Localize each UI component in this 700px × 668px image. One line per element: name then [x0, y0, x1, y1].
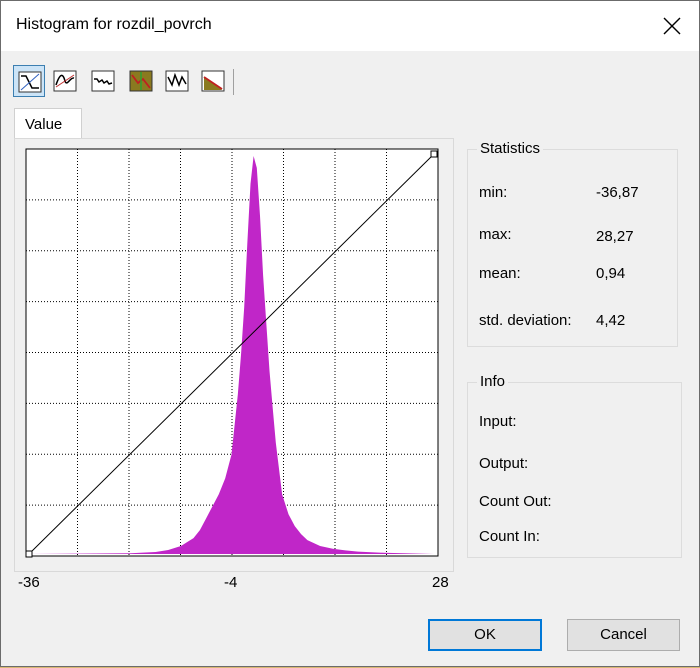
- smooth-curve-icon: [53, 70, 77, 92]
- step-curve-button[interactable]: [87, 65, 119, 97]
- window-title: Histogram for rozdil_povrch: [16, 16, 212, 33]
- histogram-area: [29, 156, 434, 554]
- x-tick-label: 28: [432, 574, 449, 591]
- info-count-out-label: Count Out:: [479, 493, 552, 510]
- stat-label: std. deviation:: [479, 312, 572, 329]
- statistics-title: Statistics: [477, 140, 544, 157]
- color-fill-curve-icon: [129, 70, 153, 92]
- linear-stretch-button[interactable]: [13, 65, 45, 97]
- x-tick-label: -36: [18, 574, 40, 591]
- statistics-group: Statistics min: -36,87 max: 28,27 mean: …: [467, 140, 678, 347]
- stat-min-value: -36,87: [596, 184, 639, 201]
- toolbar-separator: [233, 69, 234, 95]
- transfer-handle-start[interactable]: [25, 550, 33, 558]
- ok-button[interactable]: OK: [428, 619, 542, 651]
- peaks-curve-icon: [165, 70, 189, 92]
- step-curve-icon: [91, 70, 115, 92]
- tab-value[interactable]: Value: [14, 108, 82, 139]
- info-group: Info Input: Output: Count Out: Count In:: [467, 373, 682, 558]
- stat-std-value: 4,42: [596, 312, 626, 329]
- info-output-label: Output:: [479, 455, 529, 472]
- info-input-label: Input:: [479, 413, 517, 430]
- smooth-curve-button[interactable]: [49, 65, 81, 97]
- stat-label: mean:: [479, 265, 521, 282]
- tab-value-label: Value: [25, 116, 63, 133]
- color-fill-curve-button[interactable]: [125, 65, 157, 97]
- x-tick-label: -4: [224, 574, 238, 591]
- close-button[interactable]: [649, 6, 695, 46]
- info-count-in-label: Count In:: [479, 528, 540, 545]
- linear-stretch-icon: [18, 71, 42, 93]
- cancel-button[interactable]: Cancel: [567, 619, 680, 651]
- info-title: Info: [477, 373, 509, 390]
- peaks-curve-button[interactable]: [161, 65, 193, 97]
- close-icon: [663, 17, 681, 35]
- title-bar: Histogram for rozdil_povrch: [1, 1, 699, 51]
- transfer-line[interactable]: [28, 153, 435, 555]
- stat-max-value: 28,27: [596, 228, 634, 245]
- ramp-curve-icon: [201, 70, 225, 92]
- stat-mean-value: 0,94: [596, 265, 626, 282]
- stat-label: max:: [479, 226, 512, 243]
- ramp-curve-button[interactable]: [197, 65, 229, 97]
- transfer-handle-end[interactable]: [430, 150, 438, 158]
- stat-label: min:: [479, 184, 508, 201]
